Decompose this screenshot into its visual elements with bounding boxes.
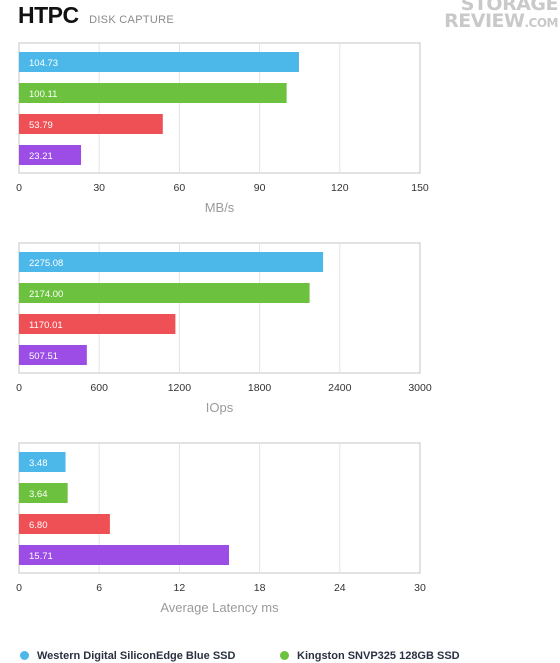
chart-0-x-axis-title: MB/s — [205, 200, 235, 215]
chart-2-bar — [19, 514, 110, 534]
chart-2-tick-label: 24 — [334, 582, 346, 594]
chart-1-bar-value-label: 2174.00 — [29, 289, 63, 300]
chart-0-bar — [19, 52, 299, 72]
chart-1-tick-label: 600 — [90, 382, 108, 394]
chart-2-tick-label: 18 — [254, 582, 266, 594]
chart-1-tick-label: 3000 — [408, 382, 432, 394]
chart-2-bar — [19, 483, 68, 503]
chart-0-bar-value-label: 53.79 — [29, 120, 53, 131]
chart-0-bar — [19, 83, 287, 103]
chart-2-bar-value-label: 6.80 — [29, 520, 48, 531]
chart-1-tick-label: 0 — [16, 382, 22, 394]
legend-swatch-kingston — [280, 651, 289, 660]
legend-item-western-digital: Western Digital SiliconEdge Blue SSD — [20, 650, 235, 662]
page-title: HTPC — [18, 2, 79, 28]
chart-2-tick-label: 6 — [96, 582, 102, 594]
chart-0-bar — [19, 145, 82, 165]
chart-2-tick-label: 30 — [414, 582, 426, 594]
chart-2-bar — [19, 545, 229, 565]
chart-2-bar-value-label: 3.48 — [29, 458, 48, 469]
chart-1-bar — [19, 252, 324, 272]
chart-2-bar — [19, 452, 66, 472]
chart-0-bar-value-label: 23.21 — [29, 151, 53, 162]
chart-2-tick-label: 0 — [16, 582, 22, 594]
chart-0-tick-label: 150 — [411, 182, 429, 194]
chart-1-bar — [19, 283, 310, 303]
chart-0-tick-label: 90 — [254, 182, 266, 194]
chart-header: HTPC DISK CAPTURE — [18, 2, 174, 32]
chart-1-x-axis-title: IOps — [206, 400, 234, 415]
legend-swatch-western-digital — [20, 651, 29, 660]
chart-1-tick-label: 1200 — [168, 382, 192, 394]
watermark-suffix: .COM — [524, 16, 558, 31]
legend-label-western-digital: Western Digital SiliconEdge Blue SSD — [37, 650, 236, 662]
page-subtitle: DISK CAPTURE — [89, 14, 174, 26]
chart-0-bar — [19, 114, 163, 134]
chart-0-tick-label: 60 — [174, 182, 186, 194]
site-watermark-logo: STORAGE REVIEW.COM — [440, 0, 559, 33]
chart-0-bar-value-label: 100.11 — [29, 89, 57, 100]
legend-item-kingston: Kingston SNVP325 128GB SSD — [280, 650, 460, 662]
chart-1-bar — [19, 345, 87, 365]
watermark-line-2: REVIEW.COM — [440, 10, 558, 33]
watermark-word: REVIEW — [444, 10, 525, 33]
chart-1-tick-label: 1800 — [248, 382, 272, 394]
chart-0-tick-label: 30 — [93, 182, 105, 194]
chart-1-bar-value-label: 507.51 — [29, 351, 58, 362]
chart-1-bar-value-label: 1170.01 — [29, 320, 63, 331]
chart-0-bar-value-label: 104.73 — [29, 58, 58, 69]
watermark-line-1: STORAGE — [460, 0, 559, 15]
chart-1-bar-value-label: 2275.08 — [29, 258, 63, 269]
chart-0-tick-label: 0 — [16, 182, 22, 194]
chart-2-tick-label: 12 — [174, 582, 186, 594]
chart-2-x-axis-title: Average Latency ms — [160, 600, 279, 615]
chart-2-bar-value-label: 3.64 — [29, 489, 48, 500]
chart-0-tick-label: 120 — [331, 182, 349, 194]
legend-label-kingston: Kingston SNVP325 128GB SSD — [297, 650, 460, 662]
chart-1-bar — [19, 314, 176, 334]
chart-2-bar-value-label: 15.71 — [29, 551, 53, 562]
chart-1-tick-label: 2400 — [328, 382, 352, 394]
